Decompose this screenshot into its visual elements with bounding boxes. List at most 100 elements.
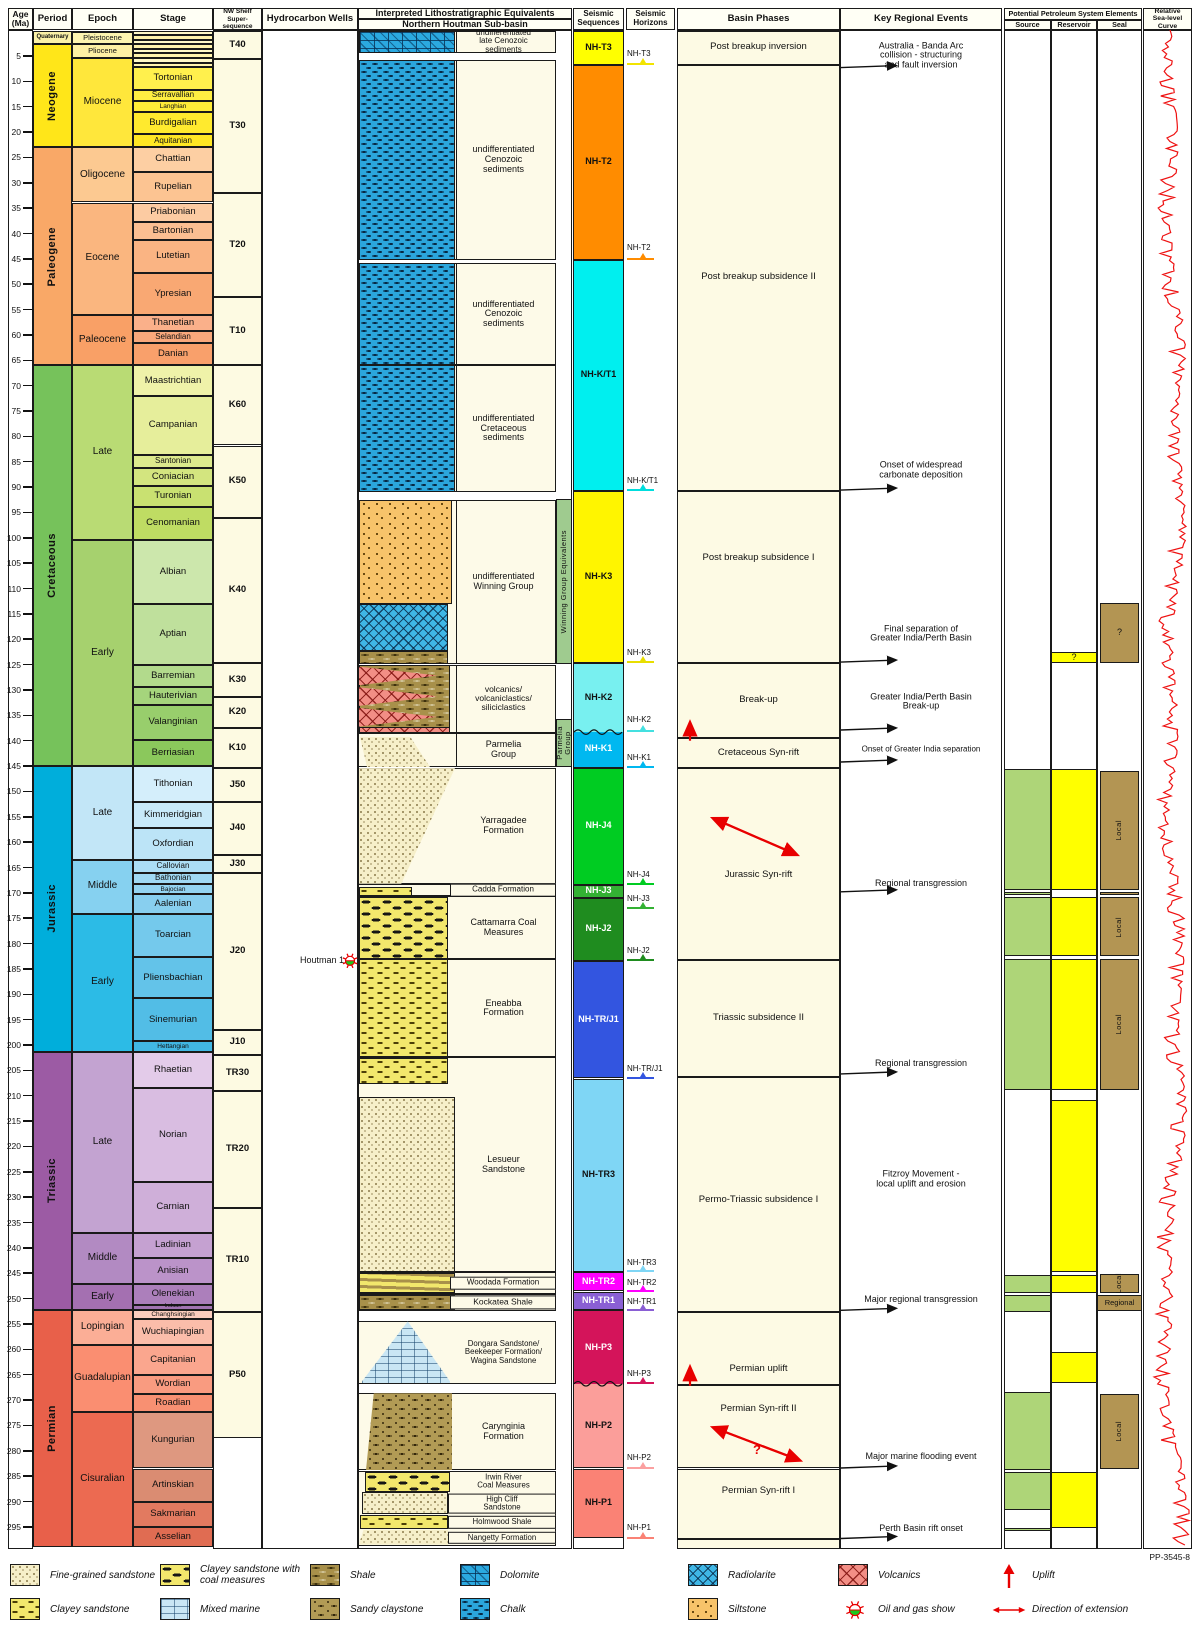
stage-box: Maastrichtian [133, 365, 213, 397]
key-event-label: Major marine flooding event [865, 1451, 977, 1462]
seismic-sequence-label: NH-P1 [584, 1497, 612, 1508]
legend-label: Clayey sandstone with coal measures [200, 1564, 301, 1586]
age-tick-label: 210 [6, 1090, 21, 1101]
supersequence-label: K60 [228, 399, 247, 411]
extension-question-mark: ? [753, 1442, 761, 1458]
age-tick-label: 185 [6, 963, 21, 974]
age-tick [23, 917, 33, 919]
stage-label: Aquitanian [154, 135, 192, 145]
stage-label: Santonian [154, 456, 192, 466]
stage-box: Artinskian [133, 1468, 213, 1502]
stage-box: Priabonian [133, 202, 213, 222]
supersequence-label: J40 [229, 822, 246, 834]
period-label: Permian [45, 1404, 58, 1452]
period-label: Cretaceous [45, 533, 58, 599]
stage-label: Bajocian [160, 885, 186, 893]
age-tick [23, 1069, 33, 1072]
seismic-sequence-box: NH-P3 [573, 1310, 624, 1384]
stage-label: Wuchiapingian [141, 1325, 205, 1337]
epoch-label: Lopingian [80, 1320, 125, 1332]
key-event-label: Major regional transgression [864, 1294, 978, 1305]
stage-box: Bathonian [133, 873, 213, 885]
seismic-horizon-mark [627, 1536, 654, 1539]
litho-pattern-fgs [359, 1097, 455, 1272]
stage-label: Albian [159, 565, 187, 577]
seismic-horizon-label: NH-P1 [627, 1523, 652, 1533]
supersequence-box: J10 [213, 1029, 262, 1056]
petro-seal-box: Local [1100, 770, 1139, 890]
age-tick-label: 15 [11, 101, 21, 112]
age-tick-label: 195 [6, 1014, 21, 1025]
basin-phase-box: Cretaceous Syn-rift [677, 738, 840, 769]
petro-seal-label: ? [1116, 627, 1122, 638]
seismic-horizon-mark [627, 1467, 654, 1469]
litho-unit-label-box: Cadda Formation [450, 883, 556, 897]
epoch-box: Early [72, 1284, 133, 1310]
basin-phase-box [677, 1539, 840, 1549]
age-column [8, 30, 33, 1549]
age-tick [23, 410, 33, 412]
age-tick [23, 1297, 33, 1300]
seismic-sequence-box: NH-K1 [573, 732, 624, 768]
header-supersequence: NW Shelf Super-sequence [213, 8, 262, 30]
basin-phase-label: Jurassic Syn-rift [724, 868, 793, 880]
header-basin-phases: Basin Phases [677, 8, 840, 30]
period-box: Paleogene [33, 147, 72, 366]
age-tick [23, 1348, 33, 1351]
stage-label: Aalenian [154, 897, 192, 909]
header-key-events: Key Regional Events [840, 8, 1002, 30]
supersequence-label: T20 [229, 238, 246, 250]
age-tick-label: 275 [6, 1420, 21, 1431]
stage-box: Berriasian [133, 739, 213, 766]
petro-reservoir-box [1051, 1274, 1097, 1293]
stage-label: Rupelian [154, 180, 192, 192]
epoch-label: Early [91, 646, 114, 658]
petro-source-box [1004, 1274, 1051, 1293]
legend-label: Oil and gas show [878, 1603, 955, 1615]
legend-swatch-clay [10, 1598, 40, 1620]
litho-divider [456, 499, 457, 665]
epoch-box: Pleistocene [72, 32, 133, 44]
period-box: Neogene [33, 43, 72, 148]
epoch-label: Eocene [85, 252, 120, 264]
legend-swatch-silt [688, 1598, 718, 1620]
stage-box: Norian [133, 1088, 213, 1182]
stage-sliver [133, 35, 213, 40]
petro-seal-box: ? [1100, 603, 1139, 664]
epoch-box: Late [72, 766, 133, 860]
petro-reservoir-box [1051, 897, 1097, 957]
petro-seal-label: Local [1114, 1013, 1124, 1035]
epoch-label: Paleocene [78, 333, 127, 345]
supersequence-label: J20 [229, 945, 246, 957]
age-tick [23, 1247, 33, 1249]
litho-pattern-shale [359, 650, 448, 665]
stage-label: Coniacian [151, 471, 195, 483]
basin-phase-box: Post breakup subsidence II [677, 64, 840, 491]
age-tick-label: 265 [6, 1369, 21, 1380]
seismic-horizon-mark [627, 906, 654, 909]
age-tick-label: 30 [11, 177, 21, 188]
age-tick-label: 160 [6, 837, 21, 848]
stage-box: Thanetian [133, 314, 213, 331]
supersequence-box: K20 [213, 697, 262, 728]
stage-box: Danian [133, 343, 213, 366]
litho-pattern-dolo [359, 30, 455, 53]
supersequence-box: K40 [213, 517, 262, 664]
stage-label: Rhaetian [153, 1063, 193, 1075]
litho-pattern-silt [359, 499, 452, 604]
stage-sliver [133, 52, 213, 58]
stage-label: Selandian [155, 331, 191, 341]
age-tick-label: 100 [6, 532, 21, 543]
stage-box: Santonian [133, 454, 213, 469]
age-tick-label: 45 [11, 253, 21, 264]
age-tick-label: 200 [6, 1040, 21, 1050]
age-tick [23, 1450, 33, 1452]
stage-label: Kimmeridgian [143, 809, 203, 821]
age-tick-label: 65 [11, 355, 21, 366]
supersequence-box: K10 [213, 728, 262, 769]
supersequence-label: K50 [228, 475, 247, 487]
epoch-label: Late [92, 446, 113, 458]
stage-label: Bartonian [152, 224, 194, 236]
basin-phase-box [677, 1311, 840, 1386]
epoch-label: Early [91, 976, 114, 988]
